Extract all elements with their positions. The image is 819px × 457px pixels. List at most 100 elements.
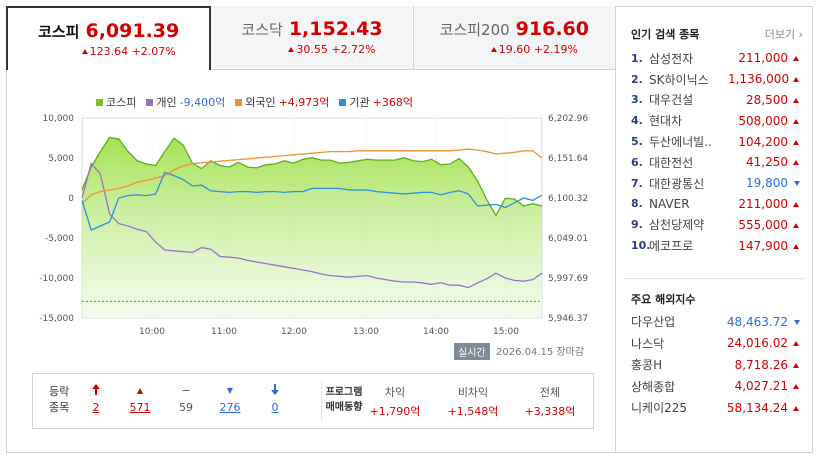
label-line: 매매동향	[325, 402, 363, 413]
tab-change: 30.55 +2.72%	[211, 43, 412, 56]
unchanged-count[interactable]: − 59	[171, 384, 201, 414]
legend-swatch	[235, 98, 243, 106]
upper-limit-count[interactable]: 2	[81, 384, 111, 414]
overseas-item[interactable]: 나스닥 24,016.02	[631, 333, 806, 355]
tab-value: 916.60	[515, 18, 589, 40]
change-percent: +2.07%	[131, 45, 176, 58]
index-value: 24,016.02	[726, 336, 788, 351]
change-amount: 19.60	[498, 43, 531, 56]
up-triangle-icon	[788, 51, 806, 65]
stock-price: 508,000	[738, 113, 788, 128]
tab-name: 코스피200	[439, 21, 510, 39]
program-head: 차익	[384, 386, 406, 399]
intraday-chart: 10:00 11:00 12:00 13:00 14:00 15:00 10,000 5,00…	[39, 114, 588, 337]
legend-foreign[interactable]: 외국인 +4,973억	[235, 94, 329, 110]
up-triangle-icon	[81, 49, 88, 54]
x-tick-label: 14:00	[423, 327, 449, 337]
overseas-item[interactable]: 홍콩H 8,718.26	[631, 354, 806, 376]
y-left-tick-label: 10,000	[43, 114, 75, 124]
rise-icon: ▲	[136, 386, 144, 395]
up-triangle-icon	[788, 336, 806, 350]
popular-item[interactable]: 4. 현대차 508,000	[631, 110, 806, 131]
up-triangle-icon	[788, 401, 806, 415]
stock-name[interactable]: 대우건설	[649, 93, 694, 108]
popular-item[interactable]: 5. 두산에너빌.. 104,200	[631, 131, 806, 152]
popular-item[interactable]: 1. 삼성전자 211,000	[631, 48, 806, 69]
rank-number: 2.	[631, 72, 643, 86]
y-left-tick-label: 5,000	[48, 154, 74, 164]
market-stats: 등락 종목 2 ▲ 571 − 59 ▼ 276 0 프로그램 매매동향 차익 +1,790…	[32, 373, 594, 429]
label-line: 종목	[49, 401, 70, 414]
stock-name[interactable]: 대한광통신	[649, 176, 705, 191]
x-tick-label: 15:00	[493, 327, 519, 337]
legend-institution[interactable]: 기관 +368억	[339, 94, 413, 110]
index-tabs: 코스피 6,091.39 123.64 +2.07% 코스닥 1,152.43 30…	[6, 6, 615, 70]
overseas-title: 주요 해외지수	[631, 293, 696, 306]
overseas-item[interactable]: 상해종합 4,027.21	[631, 376, 806, 398]
program-trading-label: 프로그램 매매동향	[319, 385, 369, 415]
stock-name[interactable]: NAVER	[649, 196, 690, 211]
index-name[interactable]: 나스닥	[631, 336, 665, 351]
legend-swatch	[96, 98, 103, 106]
overseas-list: 다우산업 48,463.72 나스닥 24,016.02 홍콩H 8,718.26 상해종합…	[631, 311, 806, 419]
tab-kospi200[interactable]: 코스피200 916.60 19.60 +2.19%	[413, 6, 615, 70]
fall-count[interactable]: ▼ 276	[215, 384, 245, 414]
up-triangle-icon	[788, 135, 806, 149]
index-name[interactable]: 니케이225	[631, 401, 688, 416]
tab-kospi[interactable]: 코스피 6,091.39 123.64 +2.07%	[6, 6, 212, 70]
stock-name[interactable]: 삼천당제약	[649, 218, 705, 233]
overseas-item[interactable]: 니케이225 58,134.24	[631, 397, 806, 419]
realtime-badge[interactable]: 실시간	[454, 343, 490, 360]
lower-limit-icon	[260, 384, 290, 398]
program-value: +1,548억	[447, 405, 499, 418]
y-left-tick-label: -15,000	[39, 314, 74, 324]
overseas-item[interactable]: 다우산업 48,463.72	[631, 311, 806, 333]
stock-name[interactable]: 현대차	[649, 114, 683, 129]
y-right-tick-label: 6,202.96	[548, 114, 588, 124]
y-left-tick-label: 0	[68, 194, 74, 204]
popular-item[interactable]: 7. 대한광통신 19,800	[631, 173, 806, 194]
legend-kospi[interactable]: 코스피	[96, 94, 136, 110]
popular-item[interactable]: 9. 삼천당제약 555,000	[631, 214, 806, 235]
legend-label: 기관	[349, 96, 370, 109]
tab-value: 1,152.43	[288, 18, 383, 40]
popular-item[interactable]: 3. 대우건설 28,500	[631, 90, 806, 111]
lower-limit-count[interactable]: 0	[260, 384, 290, 414]
stock-name[interactable]: 에코프로	[649, 239, 694, 254]
program-head: 비차익	[457, 386, 489, 399]
index-name[interactable]: 홍콩H	[631, 358, 663, 373]
institution-line	[81, 171, 543, 231]
up-triangle-icon	[288, 47, 295, 52]
legend-label: 코스피	[106, 96, 137, 109]
change-percent: +2.19%	[533, 43, 578, 56]
x-tick-label: 11:00	[211, 327, 237, 337]
up-triangle-icon	[788, 197, 806, 211]
program-non-arbitrage: 비차익 +1,548억	[433, 384, 513, 419]
popular-item[interactable]: 2. SK하이닉스 1,136,000	[631, 69, 806, 90]
stock-name[interactable]: 두산에너빌..	[649, 135, 712, 150]
index-name[interactable]: 상해종합	[631, 379, 676, 394]
stock-price: 1,136,000	[728, 72, 790, 87]
rise-count[interactable]: ▲ 571	[125, 384, 155, 414]
change-percent: +2.72%	[331, 43, 376, 56]
fall-icon: ▼	[226, 386, 234, 395]
index-name[interactable]: 다우산업	[631, 315, 676, 330]
stock-name[interactable]: 삼성전자	[649, 51, 694, 66]
legend-individual[interactable]: 개인 -9,400억	[146, 94, 225, 110]
stock-price: 555,000	[738, 217, 788, 232]
stock-name[interactable]: SK하이닉스	[649, 72, 709, 87]
more-link[interactable]: 더보기 ›	[765, 26, 803, 42]
popular-item[interactable]: 8. NAVER 211,000	[631, 194, 806, 215]
chevron-right-icon: ›	[798, 28, 803, 41]
tab-kosdaq[interactable]: 코스닥 1,152.43 30.55 +2.72%	[211, 6, 414, 70]
market-date: 2026.04.15 장마감	[496, 347, 585, 358]
popular-item[interactable]: 6. 대한전선 41,250	[631, 152, 806, 173]
up-triangle-icon	[788, 379, 806, 393]
chart-legend: 코스피 개인 -9,400억 외국인 +4,973억 기관 +368억	[96, 94, 413, 110]
individual-line	[81, 162, 543, 289]
rank-number: 9.	[631, 218, 643, 232]
rank-number: 3.	[631, 93, 643, 107]
unchanged-icon: −	[181, 384, 191, 397]
popular-item[interactable]: 10. 에코프로 147,900	[631, 235, 806, 256]
stock-name[interactable]: 대한전선	[649, 155, 694, 170]
